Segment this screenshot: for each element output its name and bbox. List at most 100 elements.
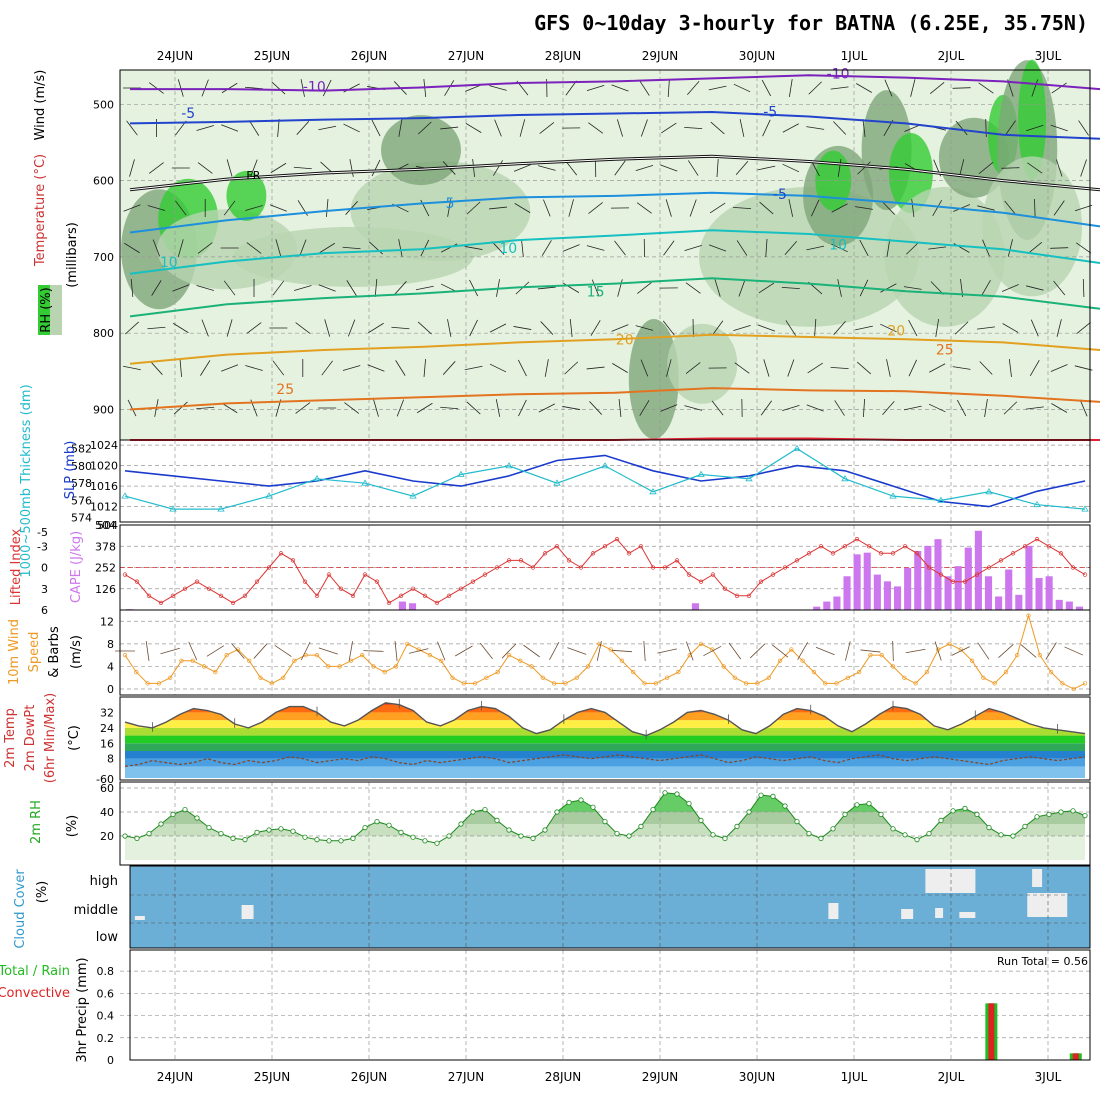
wind-speed-marker	[224, 652, 229, 658]
wind-barb	[762, 119, 771, 137]
wind-speed-marker	[371, 664, 376, 669]
isotherm-20	[129, 333, 1100, 365]
li-marker	[1046, 544, 1052, 549]
wind-barb	[541, 240, 552, 256]
wind-tick-label: 12	[100, 615, 114, 628]
li-marker	[614, 537, 620, 542]
wind-barb	[928, 403, 946, 413]
li-marker	[950, 579, 956, 584]
wind-speed-marker	[868, 652, 873, 658]
thickness-marker	[121, 492, 129, 499]
wind-barb	[588, 122, 604, 134]
li-marker	[998, 558, 1004, 563]
wind-barb	[396, 399, 404, 417]
wind-barb	[784, 240, 798, 256]
wind-axis-label-3: & Barbs	[47, 626, 62, 678]
rh2m-marker	[146, 830, 152, 837]
rh-axis-label-1: 2m RH	[29, 800, 44, 844]
wind-speed-marker	[721, 664, 726, 669]
isotherm-15	[129, 277, 1100, 318]
wind-barb	[954, 321, 969, 335]
run-total-label: Run Total = 0.56	[997, 955, 1088, 968]
wind-barb	[495, 399, 501, 417]
wind-barb	[221, 364, 239, 372]
wind-speed-marker	[608, 647, 613, 652]
li-marker	[1022, 544, 1028, 549]
cape-bar	[1005, 569, 1013, 610]
slp-line	[124, 454, 1086, 508]
wind-speed-marker	[777, 658, 783, 663]
rh2m-marker	[446, 833, 452, 839]
rh-frame	[119, 781, 1091, 866]
wind-barb	[859, 239, 869, 257]
wind-barb-10m	[657, 648, 677, 654]
wind-barb-10m	[611, 649, 632, 653]
rh2m-marker	[422, 838, 428, 844]
isotherm-0-inner	[129, 155, 1100, 191]
wind-barb	[152, 239, 160, 257]
top-date-label: 1JUL	[841, 49, 868, 63]
bottom-date-label: 1JUL	[841, 1070, 868, 1084]
wind-barb	[179, 358, 182, 378]
rh2m-marker	[602, 818, 608, 825]
wind-barb	[299, 239, 307, 257]
thickness-tick-label: 576	[71, 494, 92, 507]
wind-speed-marker	[755, 681, 760, 686]
li-marker	[398, 593, 404, 598]
li-marker	[902, 544, 908, 549]
wind-barb	[271, 81, 286, 95]
bottom-date-label: 29JUN	[642, 1070, 679, 1084]
li-marker	[1082, 572, 1088, 577]
isotherm-label: -5	[181, 106, 195, 122]
wind-barb	[663, 240, 675, 256]
top-date-label: 28JUN	[545, 49, 582, 63]
temp-band	[125, 712, 1085, 721]
wind-barb	[586, 245, 605, 251]
wind-barb	[489, 323, 507, 333]
wind-barb	[807, 362, 823, 374]
rh2m-marker	[1046, 811, 1052, 818]
wind-barb	[1079, 399, 1088, 417]
wind-barb	[662, 320, 675, 336]
wind-barb	[1074, 365, 1093, 371]
wind-speed-marker	[732, 675, 738, 680]
thickness-marker	[745, 475, 753, 482]
temp-tick-label: 32	[100, 706, 114, 719]
wind-barb	[177, 79, 184, 97]
cape-axis-label: CAPE (J/kg)	[69, 531, 84, 603]
wind-barb	[716, 158, 719, 178]
wind-barb	[908, 319, 918, 337]
wind-barb	[1029, 360, 1040, 376]
rh2m-marker	[506, 827, 512, 833]
wind-speed-marker	[122, 652, 128, 658]
wind-barb	[513, 164, 531, 172]
pressure-tick-label: 600	[93, 175, 114, 188]
wind-barb	[857, 161, 871, 175]
wind-barb-10m	[728, 642, 742, 660]
wind-speed-marker	[393, 664, 399, 669]
wind-barb	[686, 80, 700, 96]
rh-shading	[667, 323, 738, 404]
cloud-block	[134, 916, 145, 920]
rh2m-marker	[914, 836, 920, 843]
cape-bar	[894, 586, 902, 610]
wind-barb	[148, 82, 164, 94]
li-tick-label: -5	[37, 526, 48, 539]
isotherm-25	[129, 387, 1100, 411]
wind-barb	[1078, 120, 1089, 136]
wind-barb	[957, 399, 967, 417]
li-marker	[170, 593, 176, 598]
wind-barb	[342, 246, 361, 250]
cloud-axis-label-1: Cloud Cover	[13, 869, 28, 949]
wind-barb	[759, 201, 774, 215]
precip-legend-conv: Convective	[0, 986, 70, 1001]
isotherm-label: -5	[763, 105, 777, 121]
li-marker	[758, 579, 764, 584]
wind-barb	[711, 400, 724, 416]
wind-barb	[489, 363, 507, 373]
thickness-marker	[841, 475, 849, 482]
isotherm-label: 10	[160, 255, 178, 271]
wind-barb	[270, 162, 287, 174]
rh2m-marker	[1058, 809, 1064, 815]
cape-bar	[833, 596, 841, 610]
